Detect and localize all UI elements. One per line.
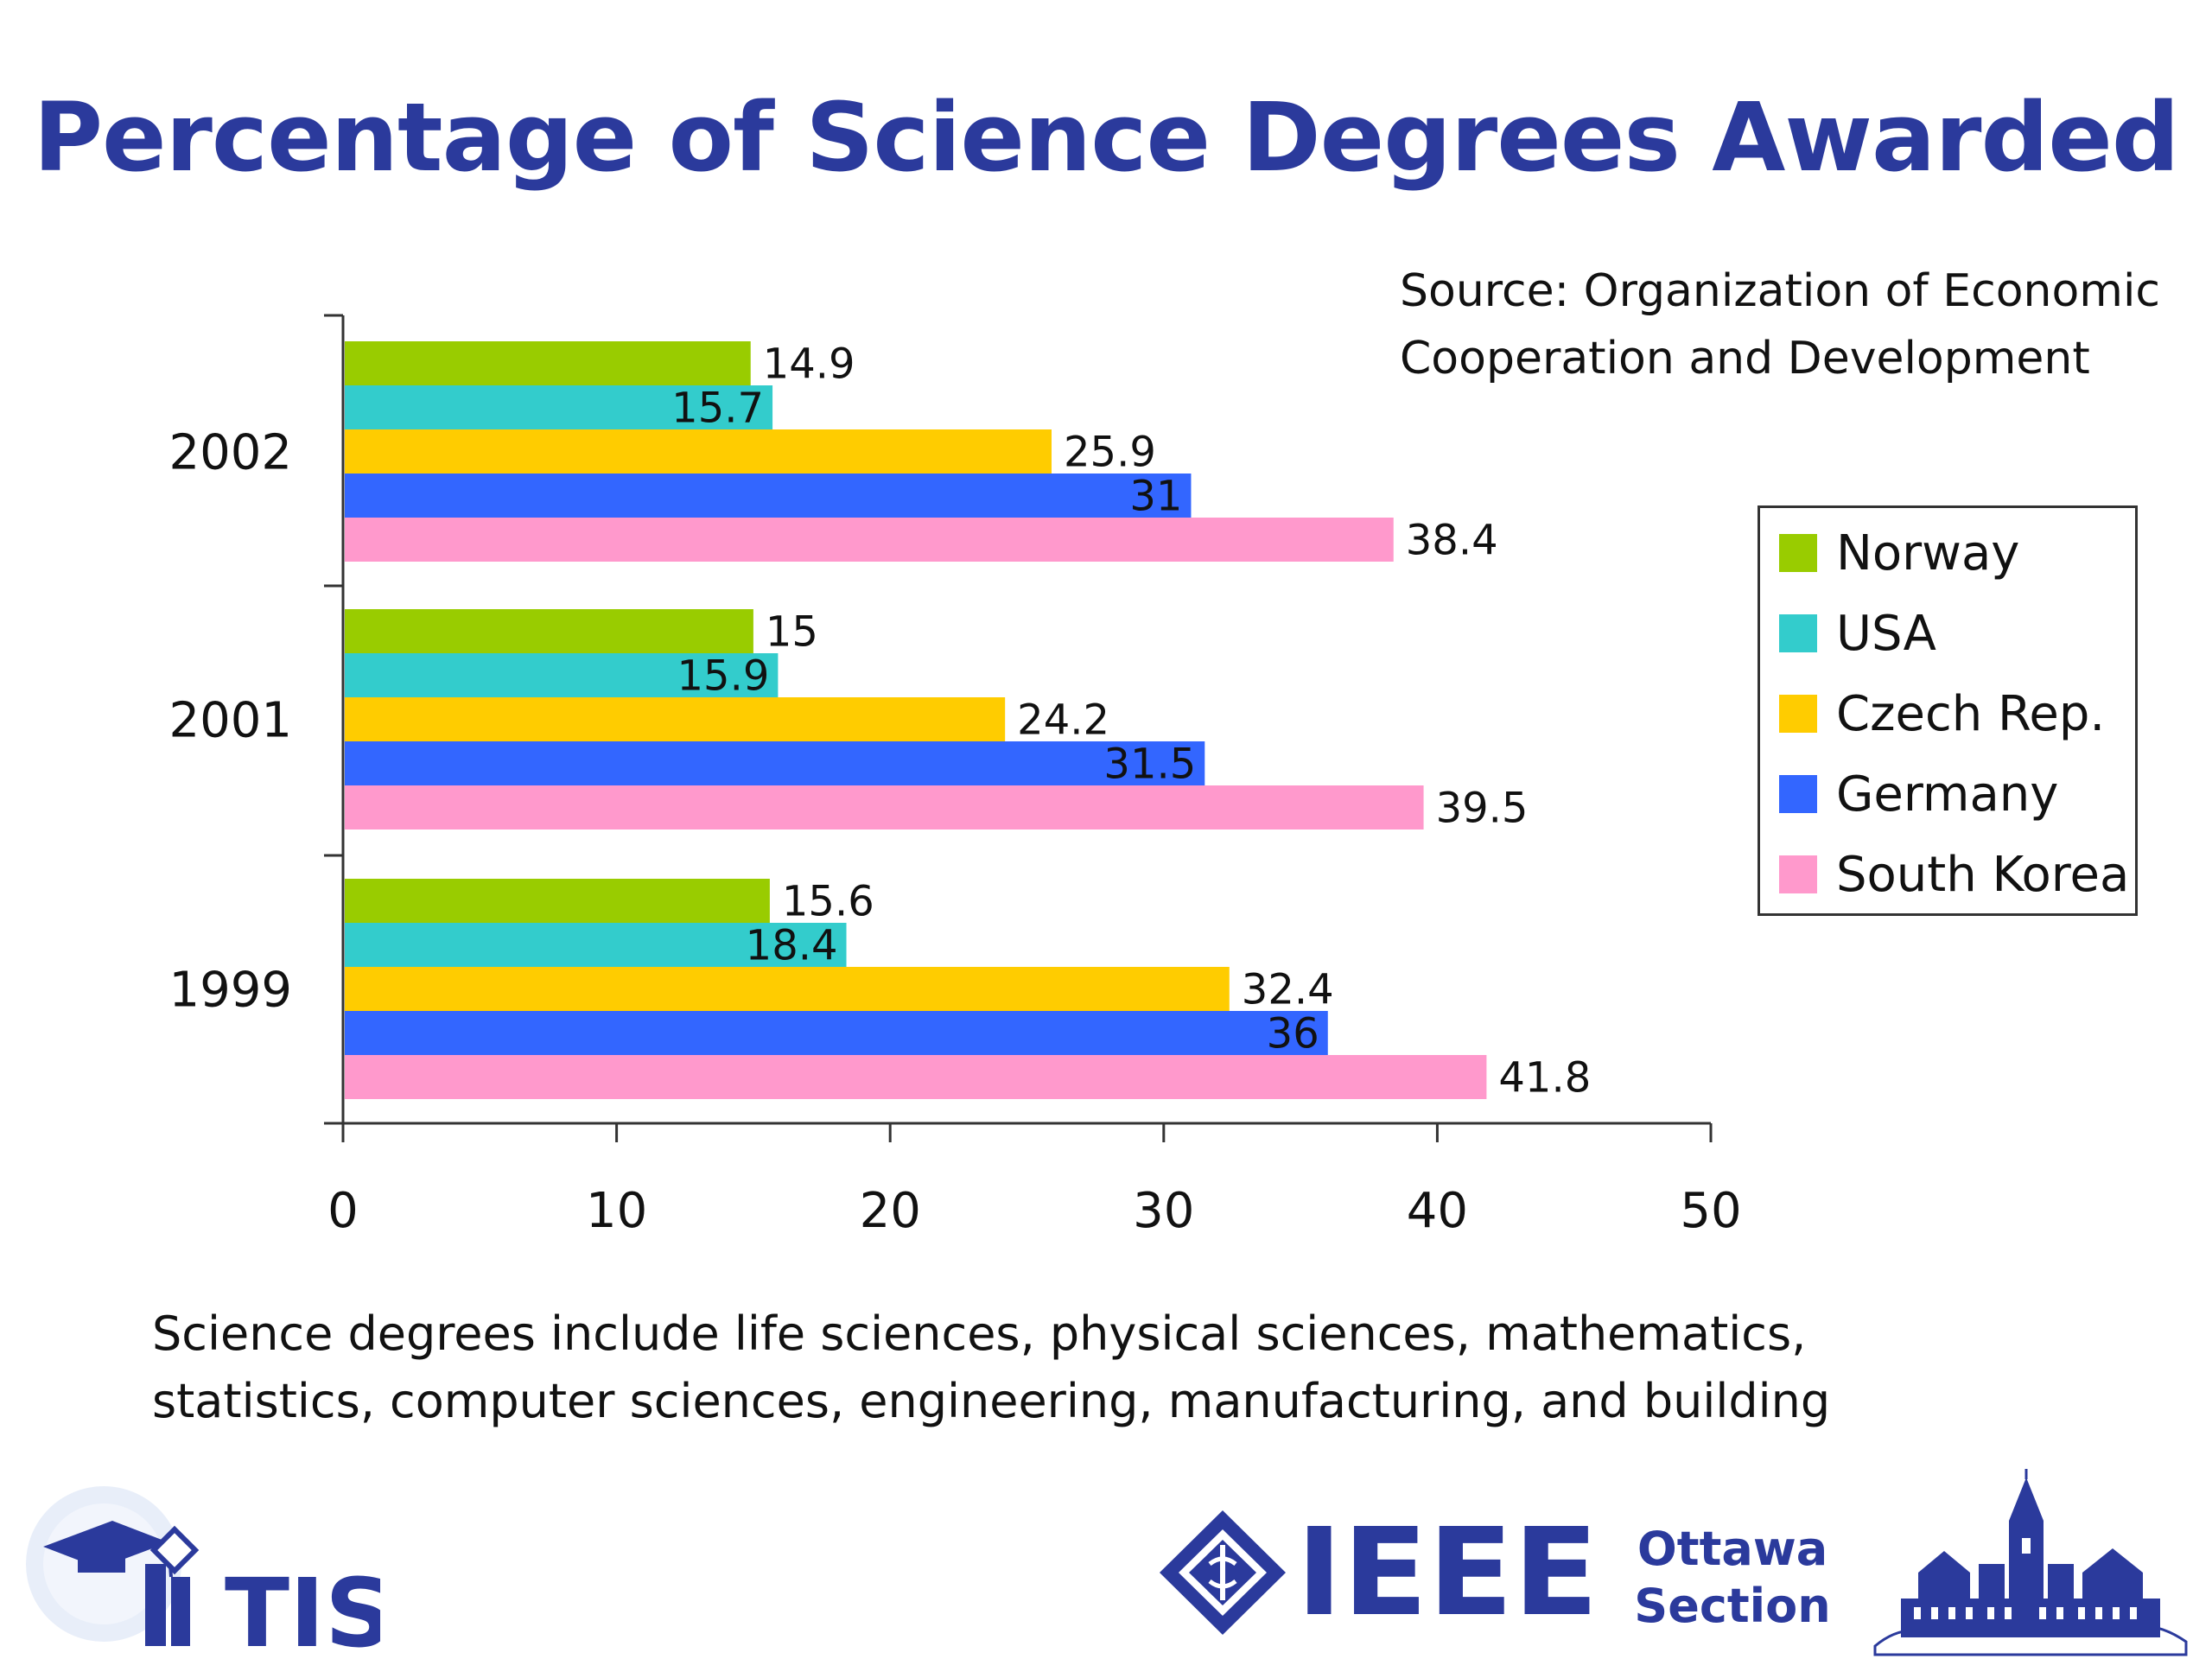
data-label: 15.6: [782, 878, 874, 926]
data-label: 36: [1267, 1010, 1319, 1058]
tisp-logo-letters: TISP: [225, 1558, 380, 1659]
data-label: 31.5: [1103, 741, 1196, 789]
tisp-logo: TISP: [26, 1486, 380, 1659]
bar: [345, 609, 753, 653]
y-category-label: 2001: [168, 693, 292, 749]
bar: [345, 518, 1394, 562]
legend-swatch: [1779, 534, 1817, 572]
x-tick-label: 0: [327, 1183, 359, 1239]
legend-swatch: [1779, 775, 1817, 813]
source-line-1: Source: Organization of Economic: [1400, 265, 2160, 317]
x-tick-label: 50: [1680, 1183, 1741, 1239]
data-label: 39.5: [1436, 785, 1529, 833]
data-label: 25.9: [1064, 429, 1156, 477]
data-label: 32.4: [1242, 966, 1334, 1014]
data-label: 18.4: [746, 922, 838, 970]
bar: [345, 1055, 1487, 1099]
ottawa-logo-line-1: Ottawa: [1637, 1522, 1828, 1576]
bar-chart: 0 10 20 30 40 50200214.915.725.93138.42001151…: [168, 314, 1742, 1239]
legend-label: Czech Rep.: [1836, 685, 2106, 742]
footnote: Science degrees include life sciences, p…: [152, 1300, 2139, 1435]
legend-item: South Korea: [1779, 846, 2130, 903]
y-category-label: 2002: [168, 425, 292, 481]
bar: [345, 697, 1006, 741]
data-label: 15: [766, 608, 818, 657]
source-note: Source: Organization of Economic Coopera…: [1400, 257, 2203, 392]
legend-item: Czech Rep.: [1779, 685, 2106, 742]
bar: [345, 341, 751, 385]
parliament-logo: [1873, 1469, 2188, 1656]
legend-item: Germany: [1779, 766, 2059, 823]
data-label: 41.8: [1498, 1054, 1591, 1103]
bar: [345, 429, 1052, 474]
legend-label: Norway: [1836, 524, 2020, 582]
data-label: 31: [1129, 473, 1182, 521]
y-category-label: 1999: [168, 963, 292, 1019]
x-tick-label: 10: [586, 1183, 647, 1239]
legend-label: Germany: [1836, 766, 2059, 823]
source-line-2: Cooperation and Development: [1400, 333, 2090, 385]
data-label: 15.9: [677, 652, 770, 701]
bar: [345, 923, 847, 967]
data-label: 38.4: [1406, 517, 1498, 565]
data-label: 24.2: [1017, 696, 1109, 745]
bar: [345, 1011, 1328, 1055]
ottawa-logo-line-2: Section: [1634, 1579, 1831, 1633]
x-tick-label: 20: [860, 1183, 921, 1239]
bar: [345, 785, 1424, 830]
bar: [345, 967, 1230, 1011]
legend-swatch: [1779, 614, 1817, 652]
legend-swatch: [1779, 855, 1817, 893]
x-tick-label: 30: [1133, 1183, 1194, 1239]
x-tick-label: 40: [1407, 1183, 1468, 1239]
legend-label: South Korea: [1836, 846, 2130, 903]
ottawa-section-logo: Ottawa Section: [1629, 1521, 1836, 1635]
ieee-logo: IEEE: [1160, 1503, 1599, 1642]
legend-label: USA: [1836, 605, 1936, 662]
bar: [345, 879, 770, 923]
chart-title: Percentage of Science Degrees Awarded: [33, 82, 2179, 193]
data-label: 15.7: [671, 385, 764, 433]
legend: Norway USA Czech Rep. Germany South Korea: [1758, 505, 2138, 916]
legend-swatch: [1779, 695, 1817, 733]
footnote-line-1: Science degrees include life sciences, p…: [152, 1306, 1807, 1361]
bar: [345, 741, 1205, 785]
legend-item: Norway: [1779, 524, 2020, 582]
ieee-logo-text: IEEE: [1296, 1503, 1599, 1642]
footnote-line-2: statistics, computer sciences, engineeri…: [152, 1374, 1831, 1428]
bar: [345, 385, 773, 429]
legend-item: USA: [1779, 605, 1936, 662]
data-label: 14.9: [763, 340, 855, 389]
bar: [345, 474, 1192, 518]
bar: [345, 653, 779, 697]
